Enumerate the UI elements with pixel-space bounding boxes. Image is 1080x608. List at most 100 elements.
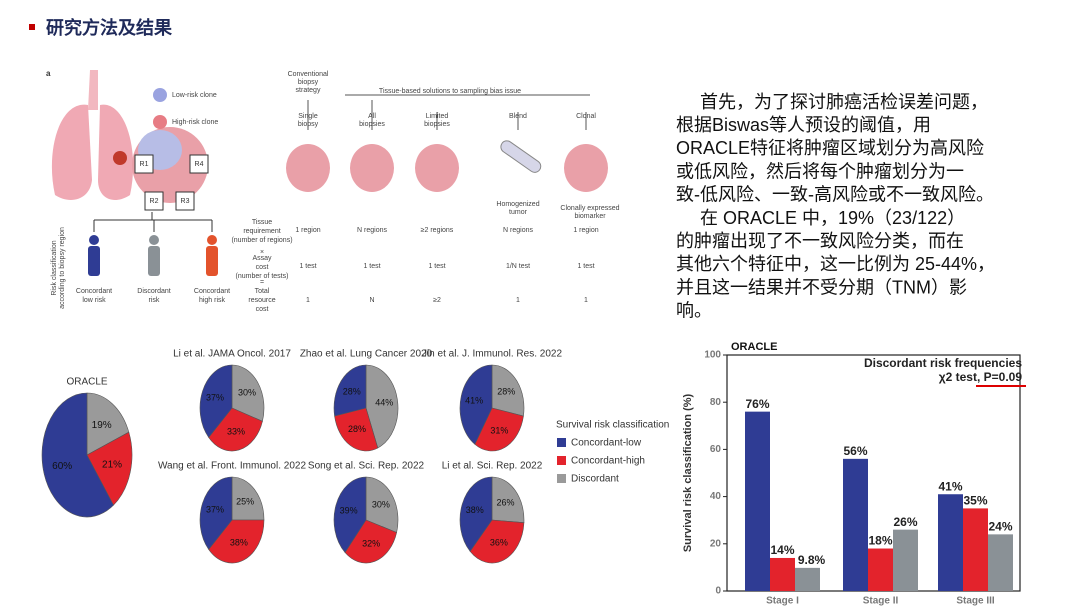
pie-slice	[41, 392, 114, 518]
pie-value-label: 37%	[206, 392, 224, 402]
x-tick-label: Stage I	[766, 596, 799, 607]
diagram-texts: ConventionalbiopsystrategySinglebiopsyAl…	[51, 71, 620, 313]
header-title: 研究方法及结果	[46, 17, 173, 38]
pie-slice	[86, 431, 133, 506]
diagram-art	[51, 70, 608, 276]
extra-label: tumor	[509, 209, 528, 216]
pie-value-label: 32%	[362, 538, 380, 548]
pie-slice	[333, 364, 367, 417]
bar	[745, 411, 770, 591]
row-label: Tissue	[252, 219, 272, 226]
pie-slice	[333, 476, 367, 553]
paragraph-line: 根据Biswas等人预设的阈值，用	[676, 115, 931, 135]
bar	[893, 529, 918, 591]
paragraph-line: 致-低风险、一致-高风险或不一致风险。	[676, 185, 994, 205]
row-label: (number of tests)	[236, 273, 289, 280]
pie-value-label: 31%	[490, 425, 508, 435]
legend-label: Discordant	[571, 474, 619, 485]
row-label: requirement	[243, 228, 280, 235]
pie-value-label: 19%	[92, 420, 112, 431]
pie-slice	[491, 476, 525, 524]
row-label: (number of regions)	[231, 237, 292, 244]
cell: ≥2	[433, 297, 441, 304]
paragraph-line: 并且这一结果并不受分期（TNM）影	[676, 277, 967, 297]
clone-label: High-risk clone	[172, 119, 218, 126]
pie-title: Jin et al. J. Immunol. Res. 2022	[422, 349, 563, 360]
bar-value-label: 41%	[938, 479, 962, 493]
outcome-label: Concordant	[194, 288, 230, 295]
pie-slice	[231, 364, 265, 422]
pie-value-label: 38%	[230, 538, 248, 548]
column-header: Single	[298, 113, 318, 120]
bar-value-label: 24%	[988, 520, 1012, 534]
pie-value-label: 36%	[490, 538, 508, 548]
body-text: 首先，为了探讨肺癌活检误差问题， 根据Biswas等人预设的阈值，用 ORACLE特…	[676, 92, 995, 321]
extra-label: biomarker	[574, 213, 606, 220]
region-label: R3	[181, 198, 190, 205]
pie-slice	[208, 519, 265, 564]
side-label-line: Risk classification	[51, 240, 58, 295]
outcome-label: high risk	[199, 297, 226, 304]
region-label: R4	[195, 161, 204, 168]
pie-title: Li et al. Sci. Rep. 2022	[442, 461, 543, 472]
bar-chart: 0 20 40 60 80 100 Survival risk classification…	[682, 341, 1026, 607]
extra-label: Clonally expressed	[560, 205, 619, 212]
row-label: =	[260, 279, 264, 286]
bar	[770, 557, 795, 591]
pie-value-label: 37%	[206, 504, 224, 514]
row-label: Total	[255, 288, 270, 295]
pie-title: ORACLE	[66, 377, 107, 388]
cell: ≥2 regions	[421, 227, 454, 234]
outcome-label: low risk	[82, 297, 106, 304]
y-tick-label: 80	[710, 397, 722, 408]
cell: 1 test	[363, 263, 380, 270]
legend-label: Concordant-low	[571, 438, 642, 449]
bar	[843, 458, 868, 591]
column-header: Clonal	[576, 113, 596, 120]
pie-slice	[199, 476, 233, 550]
pie-slice	[344, 519, 397, 564]
pie-slice	[208, 407, 263, 452]
pie-title: Zhao et al. Lung Cancer 2020	[300, 349, 433, 360]
pie-value-label: 30%	[372, 500, 390, 510]
legend-swatch	[557, 456, 566, 465]
pie-value-label: 41%	[465, 395, 483, 405]
y-tick-label: 60	[710, 444, 722, 455]
pie-slice	[334, 407, 379, 452]
x-tick-label: Stage II	[863, 596, 899, 607]
y-tick-label: 100	[704, 350, 721, 361]
annotation: Discordant risk frequencies	[864, 356, 1022, 370]
paragraph-line: ORACLE特征将肿瘤区域划分为高风险	[676, 138, 984, 158]
y-axis-label: Survival risk classification (%)	[682, 393, 694, 552]
pie-title: Song et al. Sci. Rep. 2022	[308, 461, 425, 472]
pie-charts: ORACLE 19% 21% 60% Li et al. JAMA Oncol. 201…	[41, 349, 563, 564]
pie-value-label: 30%	[238, 388, 256, 398]
bar-value-label: 9.8%	[798, 553, 826, 567]
legend-swatch	[557, 438, 566, 447]
legend-swatch	[557, 474, 566, 483]
pie-title: Wang et al. Front. Immunol. 2022	[158, 461, 306, 472]
solutions-label: Tissue-based solutions to sampling bias …	[379, 88, 521, 95]
row-label: ×	[260, 249, 264, 256]
side-label: Risk classification according to biopsy r…	[51, 227, 66, 309]
paragraph-line: 在 ORACLE 中，19%（23/122）	[700, 208, 965, 228]
extra-label: Homogenized	[496, 201, 539, 208]
legend-title: Survival risk classification	[556, 420, 669, 431]
column-header: All	[368, 113, 376, 120]
bar-value-label: 14%	[770, 543, 794, 557]
pie-value-label: 21%	[102, 460, 122, 471]
bar	[963, 508, 988, 591]
pie-value-label: 28%	[348, 424, 366, 434]
legend: Survival risk classification Concordant-l…	[556, 420, 669, 485]
pie-title: Li et al. JAMA Oncol. 2017	[173, 349, 291, 360]
pie-slice	[491, 364, 525, 417]
region-label: R1	[140, 161, 149, 168]
pie-slice	[365, 364, 399, 449]
x-tick-label: Stage III	[956, 596, 995, 607]
pie-value-label: 44%	[375, 398, 393, 408]
diagram-region-labels: R1 R2 R3 R4	[140, 161, 204, 205]
bar-value-label: 56%	[843, 444, 867, 458]
bar-value-label: 18%	[868, 534, 892, 548]
row-label: cost	[256, 264, 269, 271]
